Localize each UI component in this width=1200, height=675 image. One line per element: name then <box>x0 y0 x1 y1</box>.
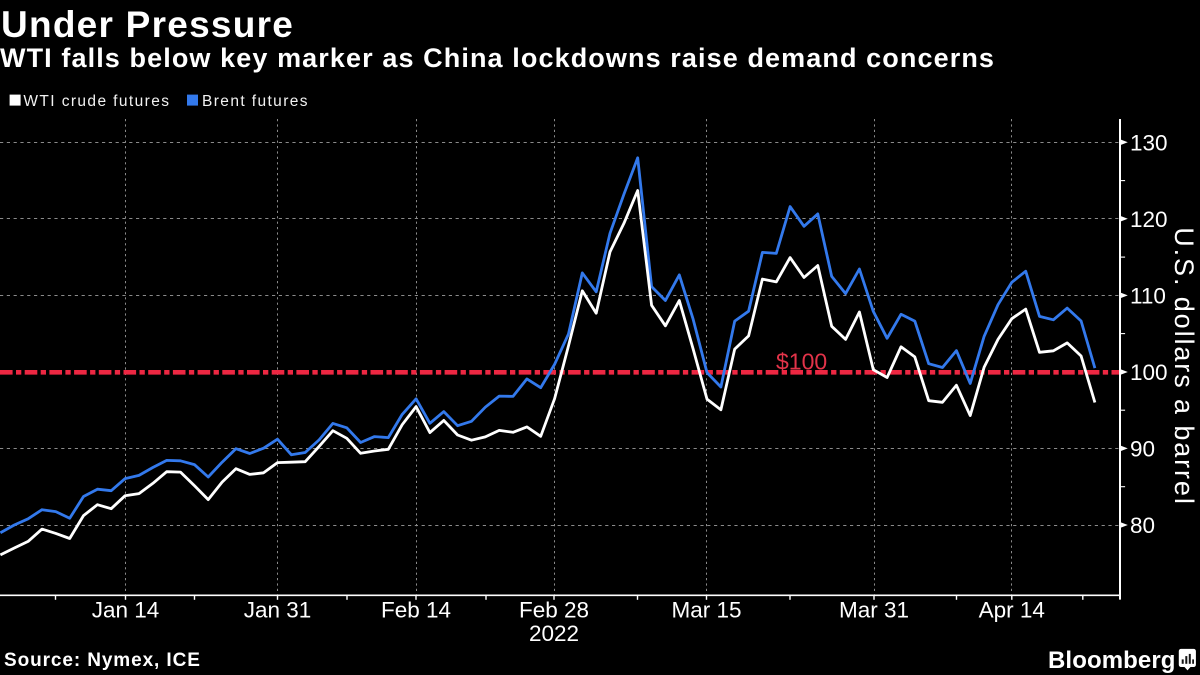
svg-text:Jan 31: Jan 31 <box>244 598 312 623</box>
svg-text:Brent futures: Brent futures <box>202 93 309 110</box>
svg-text:Mar 15: Mar 15 <box>671 598 741 623</box>
svg-text:80: 80 <box>1130 513 1155 538</box>
svg-text:Apr 14: Apr 14 <box>979 598 1045 623</box>
svg-text:Jan 14: Jan 14 <box>92 598 160 623</box>
svg-text:U.S. dollars a barrel: U.S. dollars a barrel <box>1169 227 1199 506</box>
svg-text:130: 130 <box>1130 130 1168 155</box>
svg-text:110: 110 <box>1130 284 1166 309</box>
svg-text:Feb 14: Feb 14 <box>381 598 451 623</box>
svg-text:120: 120 <box>1130 207 1168 232</box>
svg-text:Mar 31: Mar 31 <box>839 598 909 623</box>
svg-text:2022: 2022 <box>529 621 579 646</box>
svg-text:Feb 28: Feb 28 <box>519 598 589 623</box>
svg-text:$100: $100 <box>776 349 827 375</box>
svg-text:90: 90 <box>1130 437 1155 462</box>
svg-text:100: 100 <box>1130 360 1168 385</box>
svg-text:WTI crude futures: WTI crude futures <box>23 93 170 110</box>
